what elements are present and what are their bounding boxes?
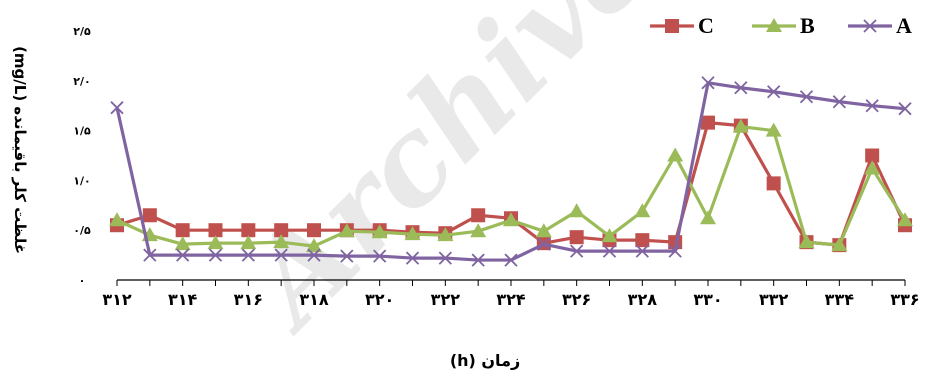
data-point-x: [110, 101, 124, 115]
x-tick-label: ۳۳۶: [890, 290, 919, 309]
legend-label: A: [896, 13, 912, 38]
data-point-square: [635, 233, 650, 248]
x-tick-label: ۳۲۶: [562, 290, 591, 309]
data-point-triangle: [568, 203, 585, 218]
x-tick-label: ۳۳۲: [759, 290, 789, 309]
data-point-triangle: [207, 235, 224, 250]
series-A: [110, 76, 912, 267]
series-B: [109, 118, 913, 253]
data-point-triangle: [503, 212, 519, 227]
y-tick-label: ۱/۰: [73, 174, 90, 187]
data-point-x: [767, 85, 781, 99]
legend-label: B: [800, 13, 815, 38]
data-point-square: [175, 223, 190, 238]
data-point-x: [241, 248, 255, 262]
y-axis-label: غلظت کلر باقیمانده (mg/L): [11, 46, 29, 254]
legend-entry-A: A: [848, 13, 912, 38]
data-point-square: [865, 148, 880, 163]
data-point-square: [274, 223, 289, 238]
x-tick-label: ۳۲۰: [365, 290, 394, 309]
x-tick-label: ۳۳۰: [693, 290, 722, 309]
data-point-triangle: [306, 238, 322, 253]
data-point-square: [701, 115, 715, 130]
data-point-x: [143, 248, 157, 262]
data-point-x: [898, 102, 912, 116]
data-point-x: [373, 249, 387, 263]
data-point-x: [274, 248, 288, 262]
legend-label: C: [698, 13, 714, 38]
y-tick-label: ۲/۰: [73, 75, 90, 88]
x-tick-label: ۳۲۸: [628, 290, 658, 309]
data-point-square: [766, 176, 781, 191]
data-point-square: [241, 223, 256, 238]
data-point-x: [570, 244, 584, 258]
y-tick-label: ۱/۵: [73, 125, 91, 138]
data-point-triangle: [535, 223, 552, 238]
data-point-triangle: [109, 212, 125, 227]
x-tick-label: ۳۱۶: [234, 290, 263, 309]
data-point-triangle: [601, 228, 618, 243]
y-tick-label: ۰/۵: [73, 224, 91, 237]
data-point-triangle: [897, 212, 913, 227]
data-point-x: [734, 81, 748, 95]
x-tick-label: ۳۲۲: [431, 290, 461, 309]
data-point-triangle: [864, 160, 881, 175]
data-point-square: [471, 208, 486, 223]
data-point-triangle: [700, 210, 716, 225]
x-tick-label: ۳۳۴: [825, 290, 855, 309]
legend-entry-B: B: [752, 13, 815, 38]
data-point-x: [176, 248, 190, 262]
data-point-square: [665, 19, 679, 33]
legend-entry-C: C: [650, 13, 714, 38]
data-point-x: [438, 251, 452, 265]
data-point-x: [537, 237, 551, 251]
data-point-x: [635, 244, 649, 258]
data-point-square: [307, 223, 321, 238]
data-point-x: [208, 248, 223, 262]
data-point-triangle: [371, 224, 388, 239]
data-point-x: [602, 244, 617, 258]
data-point-square: [142, 208, 157, 223]
data-point-triangle: [732, 118, 749, 133]
data-point-x: [471, 253, 485, 267]
data-point-triangle: [174, 236, 191, 251]
y-tick-label: ۰: [79, 274, 86, 287]
series-layer: [109, 76, 913, 267]
data-point-triangle: [470, 223, 487, 238]
data-point-square: [569, 230, 584, 245]
data-point-x: [863, 19, 877, 33]
data-point-triangle: [437, 227, 454, 242]
data-point-x: [799, 90, 814, 104]
x-tick-label: ۳۱۴: [168, 290, 198, 309]
data-point-triangle: [338, 223, 355, 238]
data-point-triangle: [765, 122, 782, 137]
data-point-x: [865, 99, 879, 113]
data-point-triangle: [831, 237, 848, 252]
x-tick-label: ۳۱۸: [299, 290, 329, 309]
data-point-triangle: [667, 147, 684, 162]
x-tick-label: ۳۲۴: [496, 290, 526, 309]
y-tick-label: ۲/۵: [73, 25, 91, 38]
x-tick-label: ۳۱۲: [102, 290, 132, 309]
data-point-triangle: [240, 235, 257, 250]
data-point-x: [701, 76, 715, 90]
x-axis-label: زمان (h): [450, 351, 520, 370]
data-point-x: [504, 253, 518, 267]
data-point-x: [340, 249, 354, 263]
data-point-triangle: [766, 18, 782, 32]
data-point-x: [307, 248, 321, 262]
data-point-square: [208, 223, 223, 238]
data-point-x: [668, 244, 682, 258]
data-point-triangle: [798, 234, 815, 249]
data-point-triangle: [634, 203, 651, 218]
data-point-triangle: [404, 226, 421, 241]
axes: ۳۱۲ ۳۱۴ ۳۱۶ ۳۱۸ ۳۲۰ ۳۲۲ ۳۲۴ ۳۲۶ ۳۲۸ ۳۳۰ ۳۳۲ ۳۳۴ ۳۳۶ ۰…: [73, 25, 919, 309]
data-point-x: [405, 251, 420, 265]
data-point-triangle: [273, 234, 290, 249]
data-point-x: [832, 95, 846, 109]
